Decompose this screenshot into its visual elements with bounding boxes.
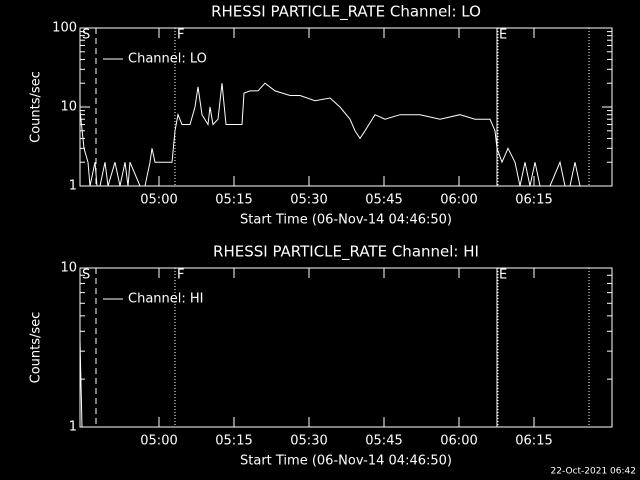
x-tick-label: 05:00 [140,434,177,449]
x-tick-label: 06:00 [440,193,477,208]
marker-label: F [177,28,184,43]
chart-title: RHESSI PARTICLE_RATE Channel: HI [213,243,479,262]
y-tick-label: 10 [60,100,77,115]
y-tick-label: 10 [60,261,77,276]
legend-label: Channel: HI [128,292,204,307]
x-tick-label: 06:00 [440,434,477,449]
marker-label: E [499,268,507,283]
legend-label: Channel: LO [128,52,207,67]
x-tick-label: 05:30 [290,193,327,208]
x-tick-label: 05:30 [290,434,327,449]
data-line [79,82,590,187]
marker-label: E [499,28,507,43]
y-axis-label: Counts/sec [29,312,44,384]
x-axis-label: Start Time (06-Nov-14 04:46:50) [240,213,452,228]
x-tick-label: 05:00 [140,193,177,208]
y-axis-label: Counts/sec [29,71,44,143]
x-tick-label: 05:45 [365,434,402,449]
x-tick-label: 05:15 [215,193,252,208]
x-tick-label: 05:15 [215,434,252,449]
marker-label: S [82,268,90,283]
x-tick-label: 06:15 [515,193,552,208]
x-tick-label: 06:15 [515,434,552,449]
data-line [79,340,83,428]
x-tick-label: 05:45 [365,193,402,208]
marker-label: S [82,28,90,43]
x-axis-label: Start Time (06-Nov-14 04:46:50) [240,454,452,469]
y-tick-label: 100 [52,21,77,36]
footer: 22-Oct-2021 06:42 [551,467,636,477]
marker-label: F [177,268,184,283]
chart-title: RHESSI PARTICLE_RATE Channel: LO [211,3,481,22]
y-tick-label: 1 [69,179,77,194]
y-tick-label: 1 [69,420,77,435]
